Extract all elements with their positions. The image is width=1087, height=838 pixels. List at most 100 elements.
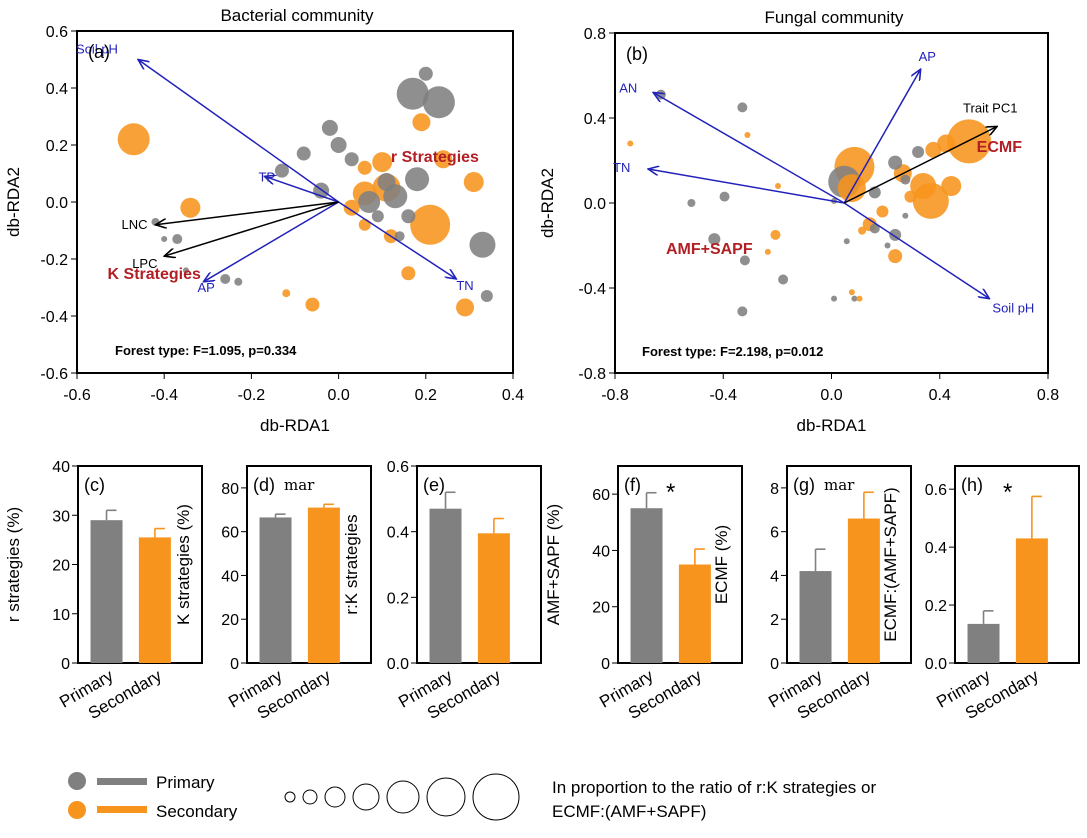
legend-size-circle <box>302 789 318 805</box>
primary-site-point <box>778 274 789 285</box>
strategy-label: r Strategies <box>391 149 479 166</box>
primary-site-point <box>869 223 880 234</box>
vector-label-soil-ph: Soil pH <box>992 301 1034 316</box>
y-tick-label: 10 <box>52 607 70 624</box>
x-tick-label: 0.0 <box>327 387 349 404</box>
y-tick-label: 80 <box>221 481 239 498</box>
vector-label-tn: TN <box>456 278 473 293</box>
secondary-site-point <box>358 218 371 231</box>
panel-b-title: Fungal community <box>765 8 904 27</box>
y-tick-label: 0.2 <box>46 138 68 155</box>
x-tick-label: 0.2 <box>415 387 437 404</box>
primary-site-point <box>480 290 493 303</box>
vector-label-ap: AP <box>919 49 936 64</box>
secondary-site-point <box>848 289 855 296</box>
secondary-site-point <box>941 176 962 196</box>
legend-primary-bar <box>97 778 147 785</box>
primary-bar <box>429 508 462 663</box>
legend-primary-dot <box>68 772 86 790</box>
primary-bar <box>90 520 123 663</box>
y-tick-label: 60 <box>592 487 610 504</box>
y-tick-label: 0.4 <box>925 540 947 557</box>
primary-site-point <box>401 209 416 224</box>
significance-marker: mar <box>284 476 315 494</box>
vector-arrow-trait-pc1 <box>843 127 997 204</box>
secondary-site-point <box>117 123 150 156</box>
primary-site-point <box>358 191 381 213</box>
vector-label-ap: AP <box>197 280 214 295</box>
secondary-bar <box>847 518 880 663</box>
y-tick-label: 0 <box>230 656 239 673</box>
secondary-site-point <box>770 229 781 240</box>
legend-size-circle <box>352 783 380 811</box>
primary-site-point <box>394 231 405 242</box>
y-axis-label: K strategies (%) <box>174 504 193 625</box>
significance-marker: * <box>666 479 675 506</box>
secondary-site-point <box>856 295 863 302</box>
vector-arrow-an <box>653 93 845 204</box>
x-tick-label: 0.0 <box>820 387 842 404</box>
x-tick-label: 0.4 <box>502 387 524 404</box>
primary-site-point <box>418 66 433 81</box>
y-tick-label: 0.6 <box>46 24 68 41</box>
y-tick-label: 0.0 <box>387 656 409 673</box>
panel-label-f: (f) <box>624 475 641 495</box>
x-tick-label: -0.4 <box>150 387 178 404</box>
legend-secondary-dot <box>68 801 86 819</box>
secondary-bar <box>307 507 340 663</box>
primary-site-point <box>739 255 750 266</box>
primary-bar <box>259 517 292 663</box>
y-tick-label: 0.6 <box>387 459 409 476</box>
legend-size-note-line1: In proportion to the ratio of r:K strate… <box>552 778 876 797</box>
panel-a-title: Bacterial community <box>220 6 374 25</box>
forest-type-stat: Forest type: F=1.095, p=0.334 <box>115 343 297 358</box>
legend-size-circles <box>284 773 520 821</box>
bar-panel-e: 0.00.20.40.6r:K strategiesPrimarySeconda… <box>342 459 542 723</box>
secondary-site-point <box>904 190 917 203</box>
y-tick-label: 0.6 <box>925 482 947 499</box>
y-tick-label: 60 <box>221 525 239 542</box>
x-tick-label: -0.4 <box>709 387 737 404</box>
y-axis-label: r strategies (%) <box>4 507 23 622</box>
y-tick-label: 20 <box>221 612 239 629</box>
panel-label-c: (c) <box>84 475 105 495</box>
secondary-site-point <box>888 249 903 264</box>
x-tick-label: 0.8 <box>1037 387 1059 404</box>
primary-site-point <box>274 163 289 178</box>
secondary-site-point <box>372 152 393 173</box>
y-tick-label: 2 <box>770 612 779 629</box>
y-tick-label: 0.0 <box>925 656 947 673</box>
y-tick-label: 0.0 <box>46 195 68 212</box>
secondary-site-point <box>180 197 201 218</box>
panel-label-h: (h) <box>961 475 983 495</box>
vector-arrow-soil-ph <box>843 202 989 299</box>
secondary-site-point <box>744 132 751 138</box>
y-tick-label: 8 <box>770 481 779 498</box>
legend-size-circle <box>472 773 520 821</box>
primary-site-point <box>831 295 838 302</box>
y-tick-label: 0.2 <box>387 590 409 607</box>
y-tick-label: 0 <box>601 656 610 673</box>
primary-site-point <box>183 267 189 274</box>
secondary-site-point <box>876 205 889 218</box>
y-tick-label: 40 <box>592 543 610 560</box>
secondary-site-point <box>764 248 771 255</box>
secondary-site-point <box>410 204 451 245</box>
primary-site-point <box>330 137 347 153</box>
secondary-bar <box>678 564 711 663</box>
primary-site-point <box>405 167 430 192</box>
primary-site-point <box>843 238 850 245</box>
y-axis-label: ECMF (%) <box>712 525 731 604</box>
secondary-site-point <box>775 183 782 189</box>
y-tick-label: 0.2 <box>925 598 947 615</box>
primary-bar <box>630 508 663 663</box>
primary-site-point <box>737 306 748 317</box>
primary-site-point <box>172 234 183 245</box>
secondary-site-point <box>463 172 484 193</box>
vector-arrow-tn <box>648 169 845 204</box>
x-tick-label: -0.6 <box>63 387 91 404</box>
primary-site-point <box>912 146 925 158</box>
panel-label-g: (g) <box>793 475 815 495</box>
